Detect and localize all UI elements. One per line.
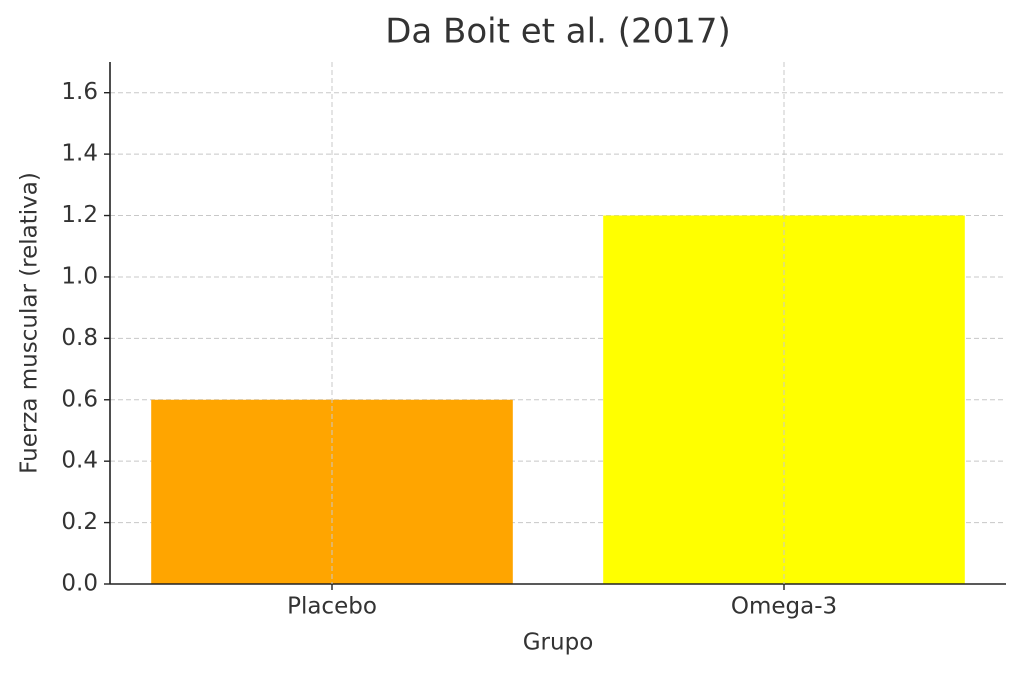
x-axis-label: Grupo [523, 630, 594, 656]
y-tick-label: 1.0 [61, 263, 98, 289]
y-tick-label: 1.4 [61, 141, 98, 167]
y-axis-label: Fuerza muscular (relativa) [17, 172, 43, 474]
chart-title: Da Boit et al. (2017) [385, 12, 731, 52]
x-tick-label: Placebo [287, 594, 377, 620]
y-tick-label: 0.2 [61, 509, 98, 535]
x-tick-label: Omega-3 [731, 594, 837, 620]
y-tick-label: 0.0 [61, 571, 98, 597]
y-tick-label: 1.2 [61, 202, 98, 228]
y-tick-label: 0.4 [61, 448, 98, 474]
bar [151, 399, 513, 584]
y-tick-label: 0.6 [61, 386, 98, 412]
y-tick-label: 1.6 [61, 79, 98, 105]
y-tick-label: 0.8 [61, 325, 98, 351]
